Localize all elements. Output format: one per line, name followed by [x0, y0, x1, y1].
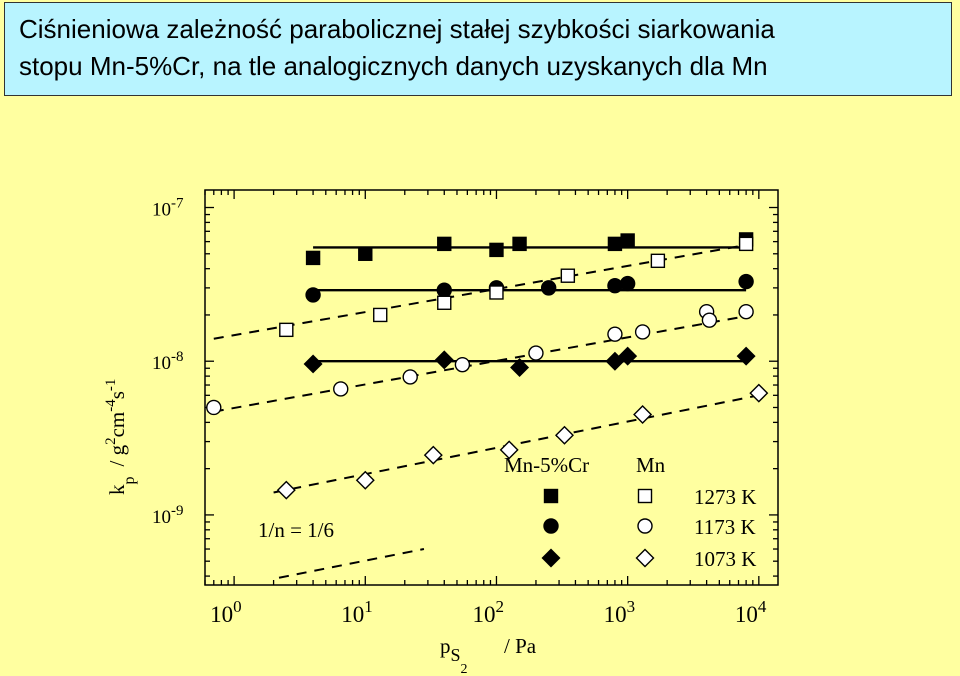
data-point-square-open	[373, 307, 388, 323]
data-point-circle-open	[454, 356, 471, 373]
legend-label-1173: 1173 K	[694, 515, 756, 539]
data-point-diamond-open	[355, 470, 375, 490]
data-point-square-open	[650, 253, 666, 269]
legend-label-1073: 1073 K	[694, 547, 756, 571]
data-point-square-filled	[358, 246, 373, 261]
plot-frame	[204, 189, 779, 586]
data-point-circle-open	[333, 381, 349, 397]
legend-header-metal: Mn	[636, 453, 666, 477]
data-point-circle-filled	[619, 275, 636, 292]
data-point-circle-open	[402, 369, 418, 385]
legend-marker-diamond-open	[635, 548, 655, 568]
data-point-circle-open	[701, 312, 718, 328]
y-axis-label: kp/ g2cm-4s-1	[103, 379, 138, 495]
y-tick-label: 10-9	[152, 503, 184, 528]
data-point-diamond-open	[423, 445, 443, 465]
data-point-square-filled	[305, 250, 321, 266]
data-point-square-filled	[489, 242, 504, 258]
data-point-circle-open	[738, 303, 754, 320]
data-point-square-open	[560, 268, 576, 283]
data-point-diamond-open	[633, 405, 653, 425]
data-point-circle-filled	[607, 277, 623, 294]
legend-marker-square-open	[637, 488, 653, 504]
x-tick-label: 100	[210, 597, 242, 627]
data-point-diamond-open	[276, 480, 296, 500]
data-point-diamond-open	[749, 383, 769, 403]
data-point-diamond-filled	[510, 358, 530, 378]
legend-marker-diamond-filled	[541, 548, 561, 568]
fit-line-dashed	[213, 313, 754, 413]
y-tick-label: 10-8	[152, 349, 184, 374]
data-point-circle-filled	[540, 280, 557, 296]
data-point-circle-filled	[305, 287, 321, 303]
data-point-diamond-open	[499, 440, 519, 460]
legend-marker-circle-filled	[543, 518, 559, 534]
data-point-square-open	[437, 295, 452, 310]
data-point-square-open	[279, 322, 294, 338]
x-axis-label: pS2/ Pa	[440, 634, 537, 676]
data-point-square-filled	[607, 236, 623, 252]
data-point-square-open	[738, 236, 754, 252]
data-point-square-filled	[437, 236, 452, 252]
data-point-circle-open	[528, 345, 544, 361]
legend: Mn-5%Cr Mn 1273 K 1173 K 1073 K	[504, 453, 756, 571]
fit-line-dashed	[278, 548, 425, 579]
legend-marker-circle-open	[637, 518, 653, 534]
data-point-square-open	[489, 285, 504, 300]
fit-lines	[213, 242, 760, 579]
data-point-square-filled	[512, 236, 527, 252]
annotation-slope: 1/n = 1/6	[258, 518, 334, 542]
data-point-diamond-filled	[434, 350, 454, 370]
data-point-circle-open	[634, 324, 651, 340]
data-point-diamond-filled	[303, 354, 323, 374]
x-tick-label: 101	[341, 597, 373, 627]
data-point-diamond-open	[554, 425, 574, 445]
legend-label-1273: 1273 K	[694, 485, 756, 509]
legend-marker-square-filled	[543, 488, 559, 504]
data-point-circle-open	[607, 326, 623, 342]
axis-ticks: 100 101 102 103 104 10-7 10-8 10-9	[152, 190, 778, 627]
chart-title-line-1: Ciśnieniowa zależność parabolicznej stał…	[19, 14, 775, 44]
data-point-diamond-filled	[736, 346, 756, 366]
legend-markers	[541, 488, 655, 568]
y-tick-label: 10-7	[152, 196, 184, 221]
fit-line-dashed	[273, 394, 760, 494]
legend-header-alloy: Mn-5%Cr	[504, 453, 589, 477]
data-point-diamond-filled	[618, 346, 638, 366]
data-points	[206, 232, 769, 500]
chart-title-line-2: stopu Mn-5%Cr, na tle analogicznych dany…	[19, 51, 768, 81]
x-tick-label: 103	[604, 597, 636, 627]
data-point-circle-open	[206, 399, 222, 416]
x-tick-label: 104	[735, 597, 767, 627]
data-point-circle-filled	[738, 273, 754, 290]
data-point-circle-filled	[436, 282, 452, 298]
data-point-square-filled	[620, 233, 635, 248]
chart-title-box: Ciśnieniowa zależność parabolicznej stał…	[4, 2, 952, 96]
x-tick-label: 102	[472, 597, 504, 627]
